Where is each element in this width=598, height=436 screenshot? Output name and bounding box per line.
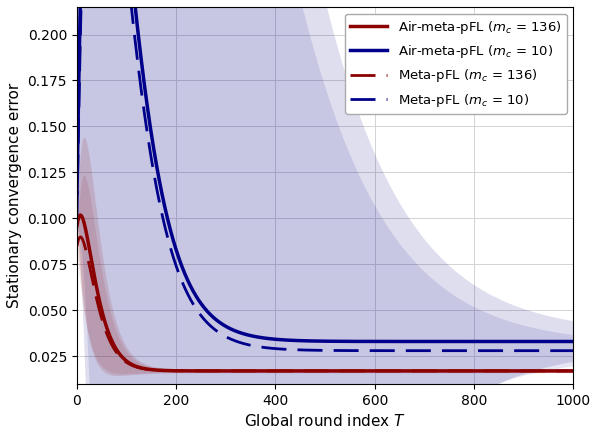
Air-meta-pFL ($m_c$ = 10) xyxy=(74,190,81,195)
Meta-pFL ($m_c$ = 10) xyxy=(264,345,271,351)
Air-meta-pFL ($m_c$ = 10) xyxy=(560,339,568,344)
Air-meta-pFL ($m_c$ = 10) xyxy=(285,337,292,343)
Meta-pFL ($m_c$ = 136) xyxy=(74,244,81,249)
Line: Air-meta-pFL ($m_c$ = 136): Air-meta-pFL ($m_c$ = 136) xyxy=(77,215,573,371)
Meta-pFL ($m_c$ = 136) xyxy=(285,368,292,374)
Meta-pFL ($m_c$ = 136) xyxy=(130,364,138,369)
Line: Air-meta-pFL ($m_c$ = 10): Air-meta-pFL ($m_c$ = 10) xyxy=(77,0,573,341)
Meta-pFL ($m_c$ = 10) xyxy=(560,348,568,353)
Air-meta-pFL ($m_c$ = 136) xyxy=(74,223,81,228)
Air-meta-pFL ($m_c$ = 136) xyxy=(130,363,138,368)
Meta-pFL ($m_c$ = 10) xyxy=(130,26,138,31)
Line: Meta-pFL ($m_c$ = 136): Meta-pFL ($m_c$ = 136) xyxy=(77,237,573,371)
Meta-pFL ($m_c$ = 136) xyxy=(560,368,568,374)
Meta-pFL ($m_c$ = 10) xyxy=(570,348,577,353)
Air-meta-pFL ($m_c$ = 136) xyxy=(570,368,577,374)
Meta-pFL ($m_c$ = 10) xyxy=(160,217,167,222)
Air-meta-pFL ($m_c$ = 136) xyxy=(264,368,271,374)
Meta-pFL ($m_c$ = 136) xyxy=(264,368,271,374)
Meta-pFL ($m_c$ = 10) xyxy=(507,348,514,353)
Air-meta-pFL ($m_c$ = 136) xyxy=(160,368,167,373)
Air-meta-pFL ($m_c$ = 10) xyxy=(264,336,271,341)
Air-meta-pFL ($m_c$ = 10) xyxy=(507,339,514,344)
Legend: Air-meta-pFL ($m_c$ = 136), Air-meta-pFL ($m_c$ = 10), Meta-pFL ($m_c$ = 136), M: Air-meta-pFL ($m_c$ = 136), Air-meta-pFL… xyxy=(345,14,567,114)
Meta-pFL ($m_c$ = 136) xyxy=(160,368,167,373)
Meta-pFL ($m_c$ = 10) xyxy=(285,347,292,352)
Meta-pFL ($m_c$ = 136) xyxy=(77,234,84,239)
Air-meta-pFL ($m_c$ = 136) xyxy=(507,368,514,374)
Line: Meta-pFL ($m_c$ = 10): Meta-pFL ($m_c$ = 10) xyxy=(77,0,573,351)
X-axis label: Global round index $T$: Global round index $T$ xyxy=(244,413,406,429)
Meta-pFL ($m_c$ = 10) xyxy=(74,213,81,218)
Meta-pFL ($m_c$ = 136) xyxy=(507,368,514,374)
Air-meta-pFL ($m_c$ = 10) xyxy=(160,197,167,202)
Air-meta-pFL ($m_c$ = 10) xyxy=(570,339,577,344)
Air-meta-pFL ($m_c$ = 136) xyxy=(77,212,84,218)
Air-meta-pFL ($m_c$ = 136) xyxy=(560,368,568,374)
Air-meta-pFL ($m_c$ = 136) xyxy=(285,368,292,374)
Meta-pFL ($m_c$ = 136) xyxy=(570,368,577,374)
Meta-pFL ($m_c$ = 136) xyxy=(512,368,519,374)
Y-axis label: Stationary convergence error: Stationary convergence error xyxy=(7,83,22,308)
Air-meta-pFL ($m_c$ = 136) xyxy=(514,368,521,374)
